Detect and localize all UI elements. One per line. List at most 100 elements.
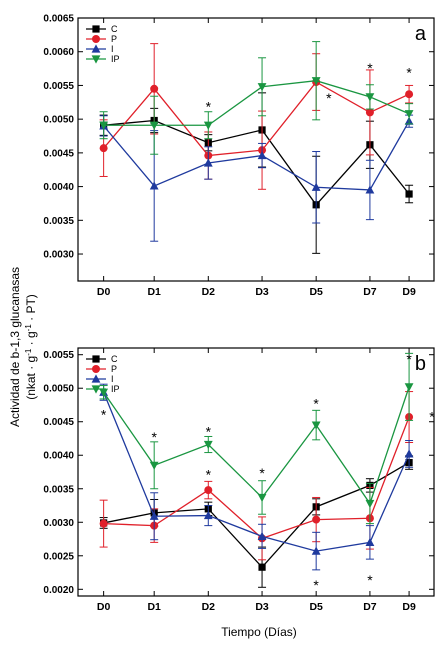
legend-swatch-marker [92,355,100,363]
panel-a: 0.0030 0.0035 0.0040 0.0045 0.0050 0.0055 0.00… [43,14,435,298]
significance-mark: * [367,572,373,588]
series-line [103,119,410,206]
data-point [203,510,213,520]
significance-mark: * [101,407,107,423]
significance-mark: * [151,429,157,445]
significance-mark: * [313,395,319,411]
y-tick-label: 0.0055 [43,81,74,92]
y-tick-label: 0.0030 [43,250,74,261]
x-tick-label: D9 [402,286,416,298]
x-tick-label: D7 [363,601,377,613]
x-tick-label: D5 [309,601,323,613]
legend-swatch-marker [91,385,101,394]
significance-mark: * [367,60,373,76]
legend-swatch-marker [91,44,101,53]
legend-label: I [111,44,114,54]
significance-mark: * [326,90,332,106]
series-I [99,383,414,571]
x-tick-label: D5 [309,286,323,298]
data-point [150,84,159,93]
y-tick-label: 0.0055 [43,350,74,361]
series-C [99,455,414,588]
y-tick-label: 0.0065 [43,14,74,25]
x-tick-label: D0 [97,601,111,613]
x-tick-label: D9 [402,601,416,613]
y-axis-title-line2: (nkat · g-1 · g-1 · PT) [24,294,38,400]
legend-label: C [111,24,118,34]
x-tick-label: D2 [202,286,216,298]
data-point [311,182,321,191]
data-point [365,537,375,546]
data-point [149,461,159,470]
legend-label: IP [111,384,120,394]
y-tick-label: 0.0035 [43,216,74,227]
data-point [365,108,374,117]
data-point [203,121,213,130]
legend-swatch-marker [92,35,100,43]
data-point [204,486,213,495]
series-line [103,391,410,552]
y-axis-title-line1: Actividad de b-1,3 glucanasas [8,267,22,427]
series-I [99,114,414,242]
x-tick-label: D2 [202,601,216,613]
data-point [405,90,414,99]
data-point [365,185,375,194]
x-tick-label: D0 [97,286,111,298]
y-tick-label: 0.0020 [43,585,74,596]
y-tick-label: 0.0035 [43,484,74,495]
data-point [149,121,159,130]
panel-label: b [415,353,426,375]
x-tick-label: D3 [255,601,269,613]
series-C [99,92,414,254]
series-IP [99,352,414,525]
data-point [99,519,108,528]
data-point [404,110,414,119]
legend-label: P [111,364,117,374]
data-point [311,546,321,555]
data-point [404,449,414,458]
y-tick-label: 0.0060 [43,47,74,58]
data-point [203,440,213,450]
series-line [103,80,410,126]
data-point [365,499,375,509]
y-tick-label: 0.0050 [43,115,74,126]
legend-swatch-marker [92,365,100,373]
legend-swatch-marker [91,374,101,383]
significance-mark: * [206,466,212,482]
data-point [405,190,413,198]
panel-label: a [415,23,427,45]
x-tick-label: D7 [363,286,377,298]
y-tick-label: 0.0050 [43,384,74,395]
legend-label: C [111,354,118,364]
panel-b: 0.0020 0.0025 0.0030 0.0035 0.0040 0.0045 0.00… [43,347,435,613]
legend-swatch-marker [92,25,100,33]
data-point [258,563,266,571]
x-axis-title: Tiempo (Días) [221,625,297,639]
data-point [365,93,375,102]
y-tick-label: 0.0040 [43,451,74,462]
y-tick-label: 0.0025 [43,551,74,562]
legend-label: IP [111,54,120,64]
plot-frame [77,347,435,597]
significance-mark: * [313,577,319,593]
data-point [149,511,159,520]
x-tick-label: D1 [147,601,161,613]
significance-mark: * [406,351,412,367]
significance-mark: * [206,423,212,439]
significance-mark: * [259,465,265,481]
significance-mark: * [206,99,212,115]
data-point [257,150,267,160]
data-point [99,121,109,130]
data-point [257,493,267,503]
plot-frame [77,17,435,282]
significance-mark: * [406,64,412,80]
data-point [312,515,321,524]
legend-label: P [111,34,117,44]
y-tick-label: 0.0045 [43,148,74,159]
series-line [103,462,410,569]
significance-mark: * [429,409,435,425]
data-point [257,531,267,540]
